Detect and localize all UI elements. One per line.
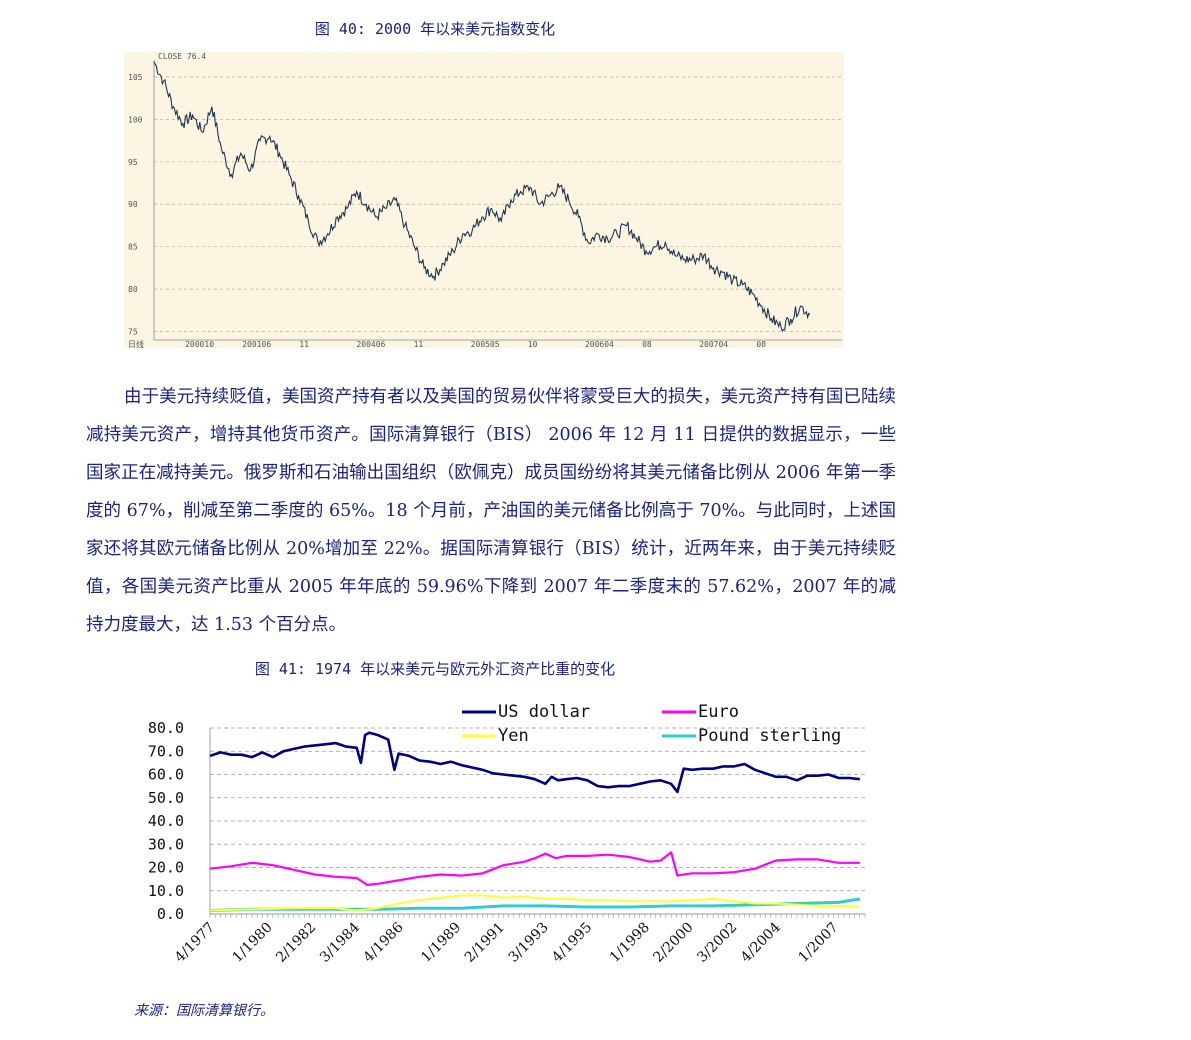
x-tick-label: 10 [528, 340, 538, 348]
plot-area [153, 61, 811, 333]
x-tick-label: 2/1982 [273, 920, 319, 966]
x-tick-label: 11 [299, 340, 309, 348]
x-tick-label: 200704 [699, 340, 728, 348]
legend-label: US dollar [498, 702, 590, 722]
x-tick-label: 11 [414, 340, 424, 348]
figure-41-title: 图 41: 1974 年以来美元与欧元外汇资产比重的变化 [254, 660, 616, 678]
y-tick-label: 80.0 [148, 719, 184, 737]
x-tick-label: 2/2000 [650, 920, 696, 966]
y-tick-label: 85 [128, 243, 138, 252]
x-tick-label: 200406 [356, 340, 385, 348]
x-tick-label: 1/1998 [607, 920, 653, 966]
dollar-index-chart: 75 80 85 90 95 100 105 日线 200010 200106 11 200406 1… [124, 52, 844, 348]
series-line-us-dollar [209, 731, 860, 794]
x-tick-label: 200106 [242, 340, 271, 348]
y-tick-label: 40.0 [148, 812, 184, 830]
series-line-dollar-index [153, 61, 811, 333]
x-tick-label: 3/1993 [506, 920, 552, 966]
x-tick-label: 3/1984 [317, 919, 363, 965]
y-tick-label: 80 [128, 285, 138, 294]
y-tick-label: 30.0 [148, 835, 184, 853]
series-line-euro [209, 851, 860, 886]
legend-label: Yen [498, 726, 529, 746]
body-paragraph-text: 由于美元持续贬值，美国资产持有者以及美国的贸易伙伴将蒙受巨大的损失，美元资产持有… [86, 387, 896, 635]
y-tick-label: 90 [128, 200, 138, 209]
source-note: 来源：国际清算银行。 [134, 1003, 274, 1019]
x-tick-label: 1/1980 [230, 920, 276, 966]
x-tick-label: 3/2002 [694, 920, 740, 966]
x-tick-label: 200010 [185, 340, 214, 348]
y-tick-label: 75 [128, 328, 138, 337]
y-axis-ticks: 0.0 10.0 20.0 30.0 40.0 50.0 60.0 70.0 80.0 [148, 719, 184, 923]
x-tick-label: 1/1989 [418, 920, 464, 966]
legend-label: Pound sterling [698, 726, 841, 746]
reserve-share-chart: 0.0 10.0 20.0 30.0 40.0 50.0 60.0 70.0 80.0 4/19… [148, 702, 866, 966]
y-tick-label: 95 [128, 158, 138, 167]
x-tick-label: 4/1977 [172, 920, 218, 966]
x-tick-label: 4/1986 [361, 919, 407, 965]
y-axis-ticks: 75 80 85 90 95 100 105 [128, 73, 143, 337]
y-tick-label: 105 [128, 73, 143, 82]
x-axis-ticks: 日线 200010 200106 11 200406 11 200505 10 200604 08… [128, 339, 766, 348]
y-tick-label: 50.0 [148, 789, 184, 807]
legend-label: Euro [698, 702, 739, 722]
x-tick-label: 200604 [585, 340, 614, 348]
x-tick-label: 1/2007 [795, 920, 841, 966]
x-tick-label: 4/1995 [549, 920, 595, 966]
x-tick-label: 08 [642, 340, 652, 348]
close-value-label: CLOSE 76.4 [158, 52, 206, 61]
body-paragraph: 由于美元持续贬值，美国资产持有者以及美国的贸易伙伴将蒙受巨大的损失，美元资产持有… [86, 378, 896, 644]
y-tick-label: 0.0 [157, 905, 184, 923]
x-tick-label: 4/2004 [738, 919, 784, 965]
chart-gridlines [209, 727, 866, 918]
chart-legend: US dollar Euro Yen Pound sterling [462, 702, 841, 746]
y-tick-label: 20.0 [148, 859, 184, 877]
y-tick-label: 70.0 [148, 742, 184, 760]
y-tick-label: 60.0 [148, 766, 184, 784]
series-line-yen [209, 894, 860, 912]
y-tick-label: 100 [128, 115, 143, 124]
x-tick-label: 200505 [471, 340, 500, 348]
x-tick-label: 2/1991 [462, 920, 508, 966]
figure-40-title: 图 40: 2000 年以来美元指数变化 [314, 20, 556, 38]
x-tick-label: 08 [756, 340, 766, 348]
y-tick-label: 10.0 [148, 882, 184, 900]
chart-gridlines [153, 60, 842, 341]
plot-area [209, 731, 861, 912]
x-tick-label: 日线 [128, 339, 144, 348]
chart-background [124, 52, 844, 348]
